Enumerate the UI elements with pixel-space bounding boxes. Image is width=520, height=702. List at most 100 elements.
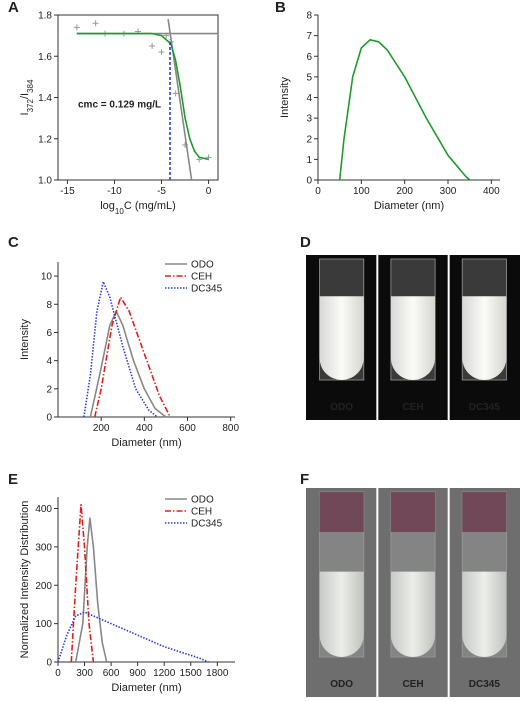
axis-label: Intensity	[279, 77, 291, 118]
x-tick-label: 1500	[180, 668, 203, 679]
axis-label: Normalized Intensity Distribution	[19, 501, 31, 659]
x-tick-label: 1200	[153, 668, 176, 679]
axis-label: Diameter (nm)	[374, 200, 444, 212]
label-part: Normalized Intensity Distribution	[19, 501, 31, 659]
tube-label: DC345	[469, 402, 501, 413]
x-tick-label: 600	[179, 423, 196, 434]
plot-frame	[57, 14, 219, 181]
y-tick-label: 2	[306, 134, 312, 145]
panel-letter: A	[8, 0, 19, 16]
label-part: /I	[19, 93, 31, 99]
tube-label: ODO	[330, 402, 353, 413]
axis-label: I372/I384	[19, 79, 35, 115]
axis-label: Diameter (nm)	[111, 437, 181, 449]
y-tick-label: 100	[35, 619, 52, 630]
data-point	[149, 42, 156, 49]
tube-liquid	[462, 571, 507, 657]
legend-label: DC345	[191, 284, 223, 295]
x-tick-label: 400	[136, 423, 153, 434]
legend-label: CEH	[191, 507, 212, 518]
label-part: Intensity	[19, 319, 31, 360]
x-tick-label: -15	[60, 186, 75, 197]
tube-liquid	[319, 571, 364, 657]
x-tick-label: 0	[206, 186, 212, 197]
y-tick-label: 2	[46, 384, 52, 395]
x-tick-label: 0	[55, 668, 61, 679]
y-tick-label: 4	[46, 356, 52, 367]
series-line	[89, 310, 167, 418]
y-tick-label: 400	[35, 504, 52, 515]
y-tick-label: 8	[306, 11, 312, 22]
y-tick-label: 1.4	[38, 93, 52, 104]
x-tick-label: 600	[103, 668, 120, 679]
y-tick-label: 8	[46, 300, 52, 311]
x-tick-label: -10	[107, 186, 122, 197]
series-line	[338, 39, 471, 181]
legend-label: ODO	[191, 495, 214, 506]
panel-letter: E	[8, 471, 18, 488]
y-tick-label: 1.0	[38, 176, 52, 187]
legend-label: CEH	[191, 272, 212, 283]
data-point	[92, 20, 99, 27]
label-part: Intensity	[279, 77, 291, 118]
panel-letter: F	[300, 471, 309, 488]
y-tick-label: 1.8	[38, 11, 52, 22]
label-part: 384	[26, 79, 35, 93]
tube-label: CEH	[402, 402, 423, 413]
series-line	[76, 32, 209, 161]
data-point	[73, 24, 80, 31]
label-part: C (mg/mL)	[124, 200, 176, 212]
x-tick-label: 400	[483, 186, 500, 197]
label-part: Diameter (nm)	[111, 682, 181, 694]
y-tick-label: 6	[46, 328, 52, 339]
panel-letter: D	[300, 234, 311, 251]
y-tick-label: 6	[306, 52, 312, 63]
label-part: log	[100, 200, 115, 212]
y-tick-label: 0	[46, 658, 52, 669]
tube-liquid	[390, 571, 436, 657]
x-tick-label: 300	[440, 186, 457, 197]
series-line	[167, 18, 193, 181]
label-part: 372	[26, 98, 35, 112]
series-line	[57, 611, 209, 663]
data-point	[158, 49, 165, 56]
axis-label: Diameter (nm)	[111, 682, 181, 694]
tube-liquid	[319, 296, 364, 380]
x-tick-label: 800	[222, 423, 239, 434]
y-tick-label: 10	[41, 272, 53, 283]
y-tick-label: 0	[306, 176, 312, 187]
annotation: cmc = 0.129 mg/L	[78, 100, 161, 111]
y-tick-label: 1.6	[38, 52, 52, 63]
y-tick-label: 5	[306, 72, 312, 83]
tube-liquid	[390, 296, 436, 380]
tube-label: DC345	[469, 679, 501, 690]
series-line	[93, 296, 171, 418]
legend-label: DC345	[191, 519, 223, 530]
y-tick-label: 7	[306, 31, 312, 42]
tube-cap-color	[390, 492, 436, 532]
x-tick-label: 900	[129, 668, 146, 679]
x-tick-label: 300	[76, 668, 93, 679]
label-part: Diameter (nm)	[374, 200, 444, 212]
tube-label: ODO	[330, 679, 353, 690]
y-tick-label: 1.2	[38, 134, 52, 145]
y-tick-label: 0	[46, 413, 52, 424]
axis-label: Intensity	[19, 319, 31, 360]
x-tick-label: 200	[93, 423, 110, 434]
tube-label: CEH	[402, 679, 423, 690]
series-line	[74, 517, 108, 663]
y-tick-label: 1	[306, 155, 312, 166]
tube-cap-color	[462, 492, 507, 532]
y-tick-label: 3	[306, 114, 312, 125]
y-tick-label: 300	[35, 542, 52, 553]
data-point	[172, 90, 179, 97]
label-part: 10	[115, 207, 124, 216]
series-line	[83, 280, 158, 418]
tube-liquid	[462, 296, 507, 380]
x-tick-label: 1800	[206, 668, 229, 679]
x-tick-label: 100	[353, 186, 370, 197]
series-line	[70, 503, 95, 663]
panel-letter: B	[275, 0, 286, 16]
x-tick-label: 200	[396, 186, 413, 197]
